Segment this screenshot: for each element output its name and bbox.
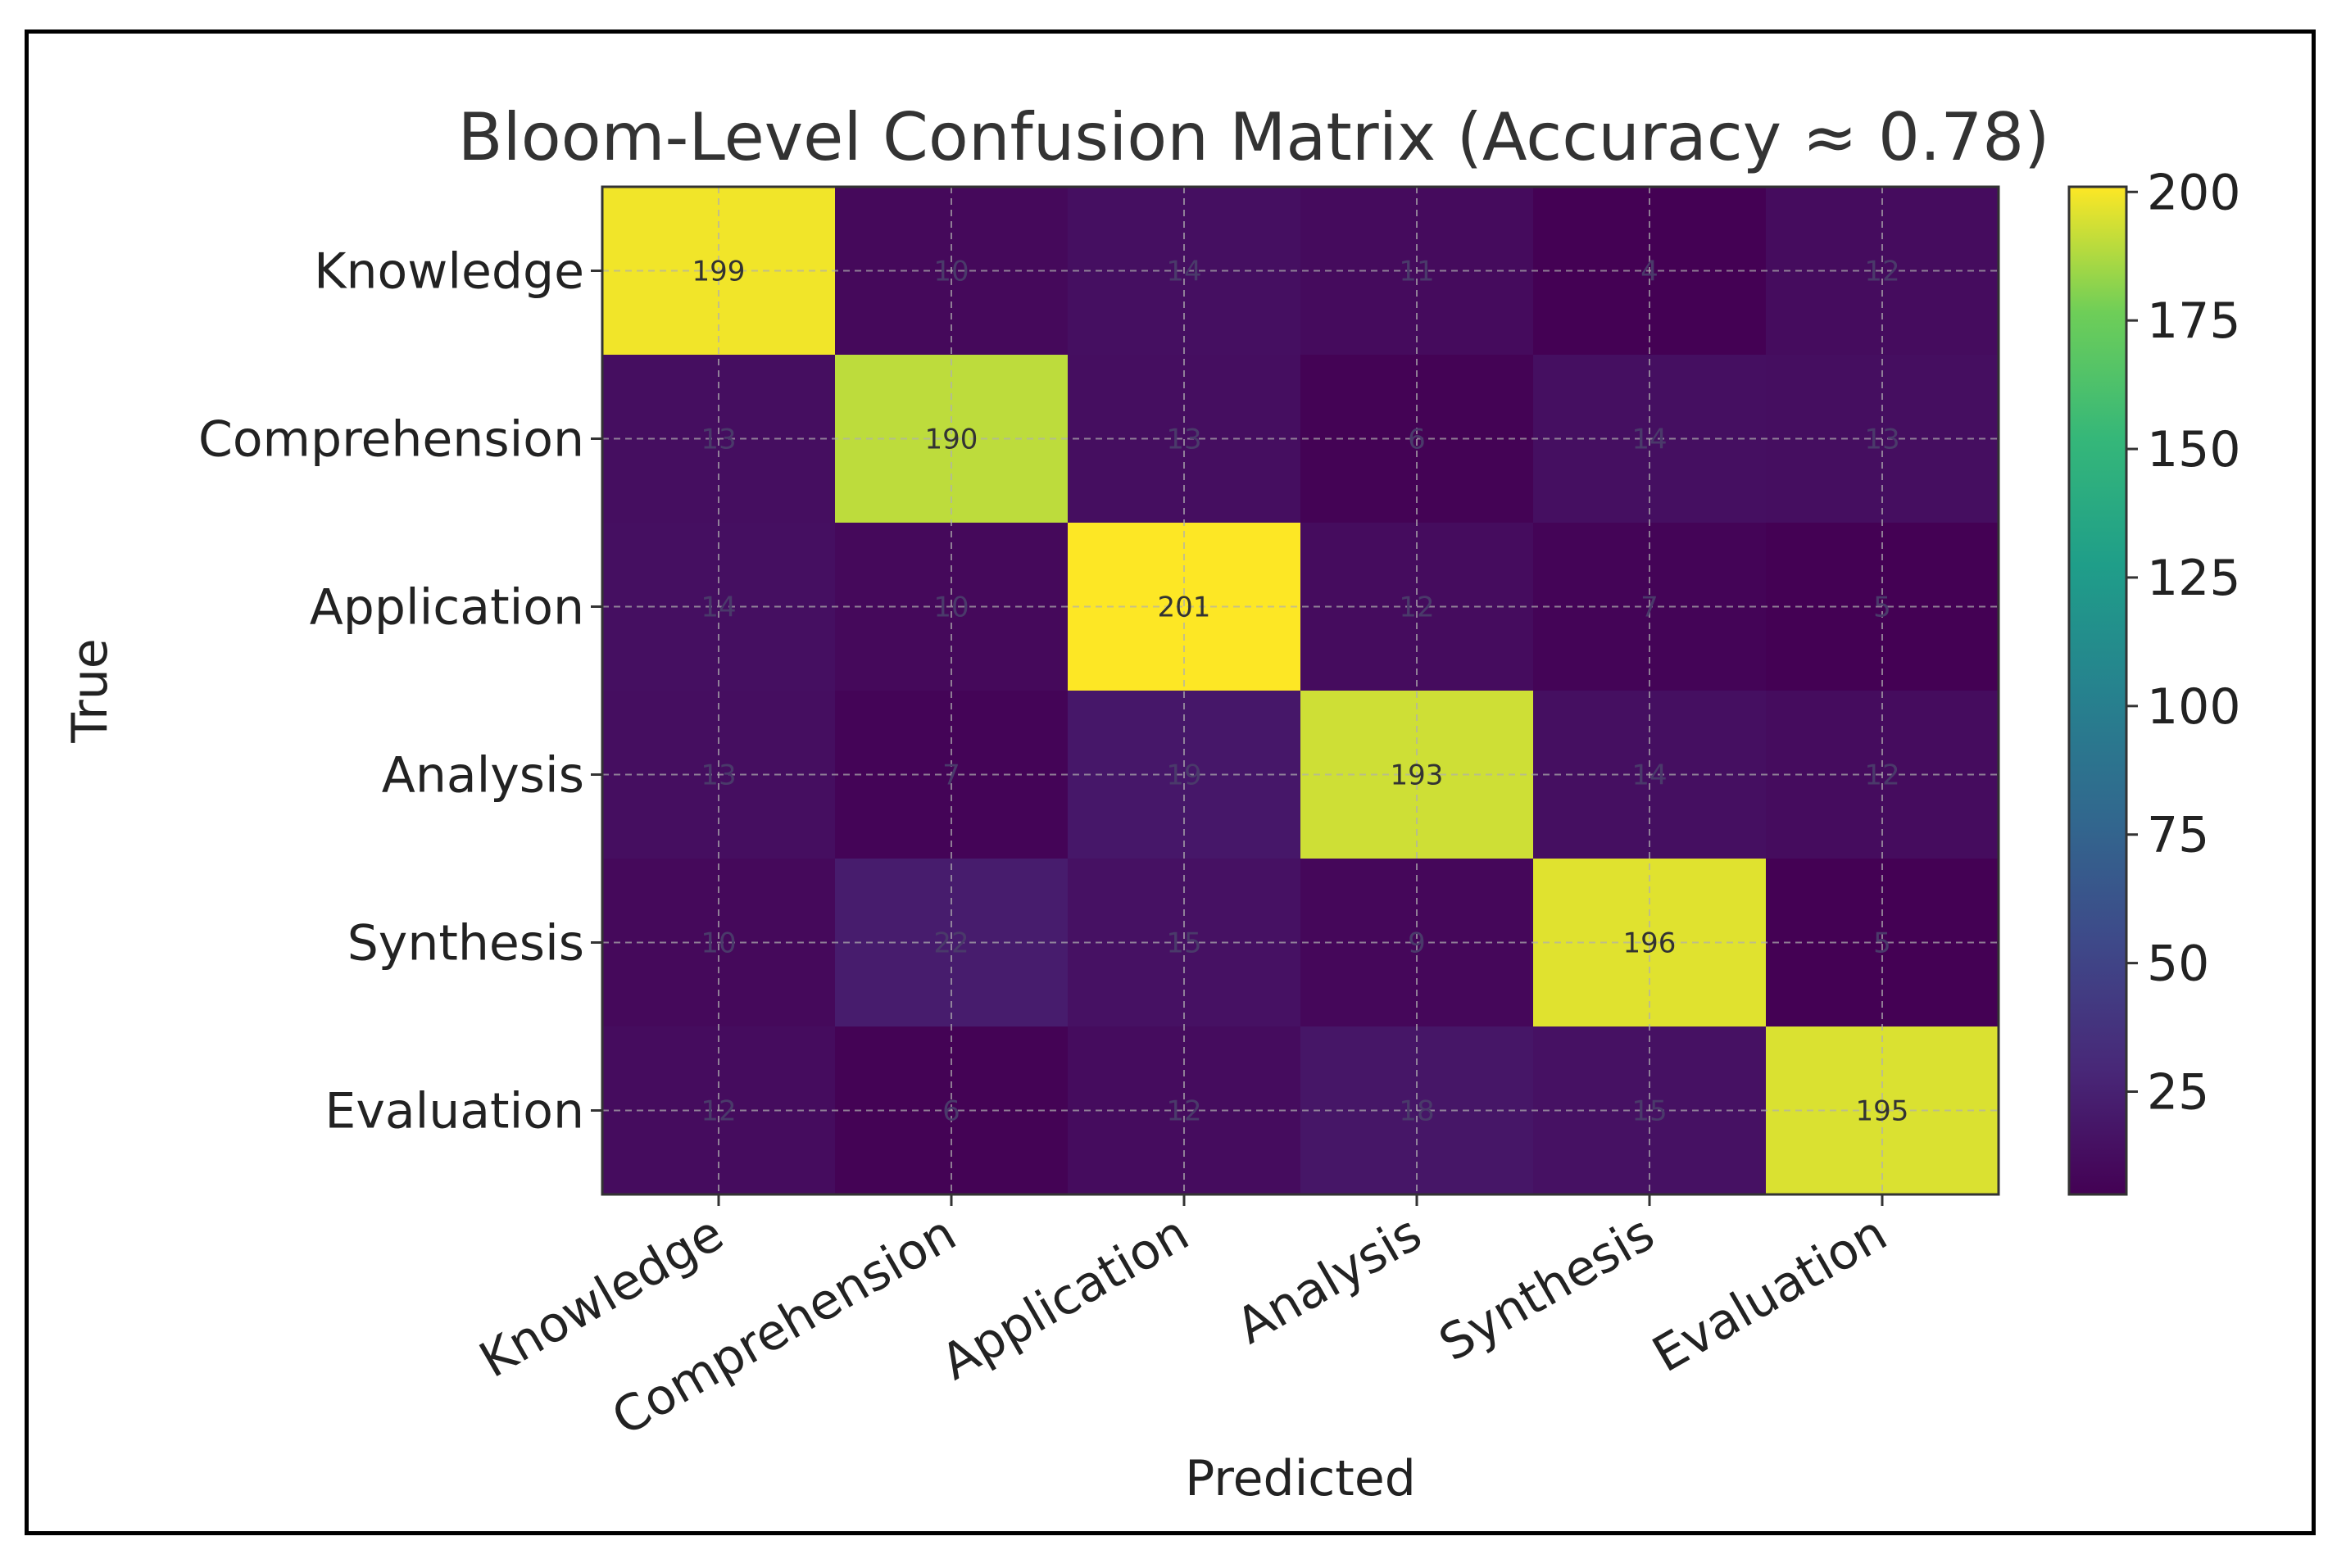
cell-value-label: 12 (701, 1095, 736, 1128)
colorbar-ticks: 25 50 75 100 125 150 175 200 (2126, 164, 2241, 1121)
x-axis-label: Predicted (1185, 1450, 1416, 1507)
heatmap-cells (602, 187, 1999, 1194)
cell-value-label: 14 (1166, 256, 1201, 288)
cell-value-label: 190 (925, 424, 978, 456)
cell-value-label: 6 (942, 1095, 960, 1128)
y-tick-labels: Knowledge Comprehension Application Analysi… (198, 243, 602, 1140)
x-tick-label: Synthesis (1430, 1204, 1664, 1372)
cell-value-label: 5 (1873, 591, 1891, 624)
colorbar (2067, 185, 2128, 1196)
cell-value-label: 12 (1864, 256, 1899, 288)
cell-value-label: 5 (1873, 927, 1891, 960)
cell-value-label: 18 (1399, 1095, 1434, 1128)
cell-value-label: 6 (1408, 424, 1426, 456)
cell-value-label: 19 (1166, 759, 1201, 792)
cell-value-label: 193 (1391, 759, 1444, 792)
y-tick-label: Comprehension (198, 411, 584, 469)
cell-value-label: 12 (1166, 1095, 1201, 1128)
gridlines (602, 187, 1999, 1194)
chart-title: Bloom-Level Confusion Matrix (Accuracy ≈… (458, 99, 2050, 175)
cell-value-label: 7 (942, 759, 960, 792)
colorbar-tick-label: 125 (2147, 550, 2241, 607)
cell-value-label: 12 (1864, 759, 1899, 792)
colorbar-tick-label: 75 (2147, 807, 2209, 864)
colorbar-tick-label: 25 (2147, 1063, 2209, 1121)
cell-value-label: 13 (701, 424, 736, 456)
cell-value-label: 15 (1166, 927, 1201, 960)
cell-value-label: 14 (1631, 759, 1667, 792)
y-axis-label: True (61, 638, 119, 743)
cell-value-label: 9 (1408, 927, 1426, 960)
cell-value-label: 10 (933, 256, 969, 288)
colorbar-tick-label: 175 (2147, 292, 2241, 350)
cell-value-label: 14 (1631, 424, 1667, 456)
cell-value-label: 13 (701, 759, 736, 792)
cell-value-label: 14 (701, 591, 736, 624)
cell-value-label: 15 (1631, 1095, 1667, 1128)
plot-border (601, 185, 2000, 1196)
y-tick-label: Knowledge (314, 243, 584, 301)
y-tick-label: Application (310, 579, 584, 637)
y-tick-label: Analysis (382, 747, 584, 804)
colorbar-tick-label: 100 (2147, 678, 2241, 736)
cell-value-label: 22 (933, 927, 969, 960)
cell-value-label: 13 (1864, 424, 1899, 456)
x-tick-label: Evaluation (1643, 1204, 1896, 1384)
cell-value-label: 201 (1158, 591, 1211, 624)
cell-value-label: 10 (701, 927, 736, 960)
y-tick-label: Evaluation (324, 1083, 584, 1140)
colorbar-tick-label: 150 (2147, 421, 2241, 478)
cell-value-label: 196 (1623, 927, 1677, 960)
y-tick-label: Synthesis (347, 915, 584, 972)
cell-value-label: 12 (1399, 591, 1434, 624)
cell-value-label: 195 (1856, 1095, 1909, 1128)
colorbar-tick-label: 50 (2147, 936, 2209, 993)
cell-value-label: 4 (1640, 256, 1659, 288)
x-tick-label: Application (932, 1204, 1198, 1391)
cell-value-label: 7 (1640, 591, 1659, 624)
cell-value-label: 10 (933, 591, 969, 624)
cell-value-label: 11 (1399, 256, 1434, 288)
cell-value-label: 13 (1166, 424, 1201, 456)
x-tick-label: Analysis (1227, 1204, 1431, 1355)
colorbar-tick-label: 200 (2147, 164, 2241, 221)
cell-value-label: 199 (692, 256, 746, 288)
